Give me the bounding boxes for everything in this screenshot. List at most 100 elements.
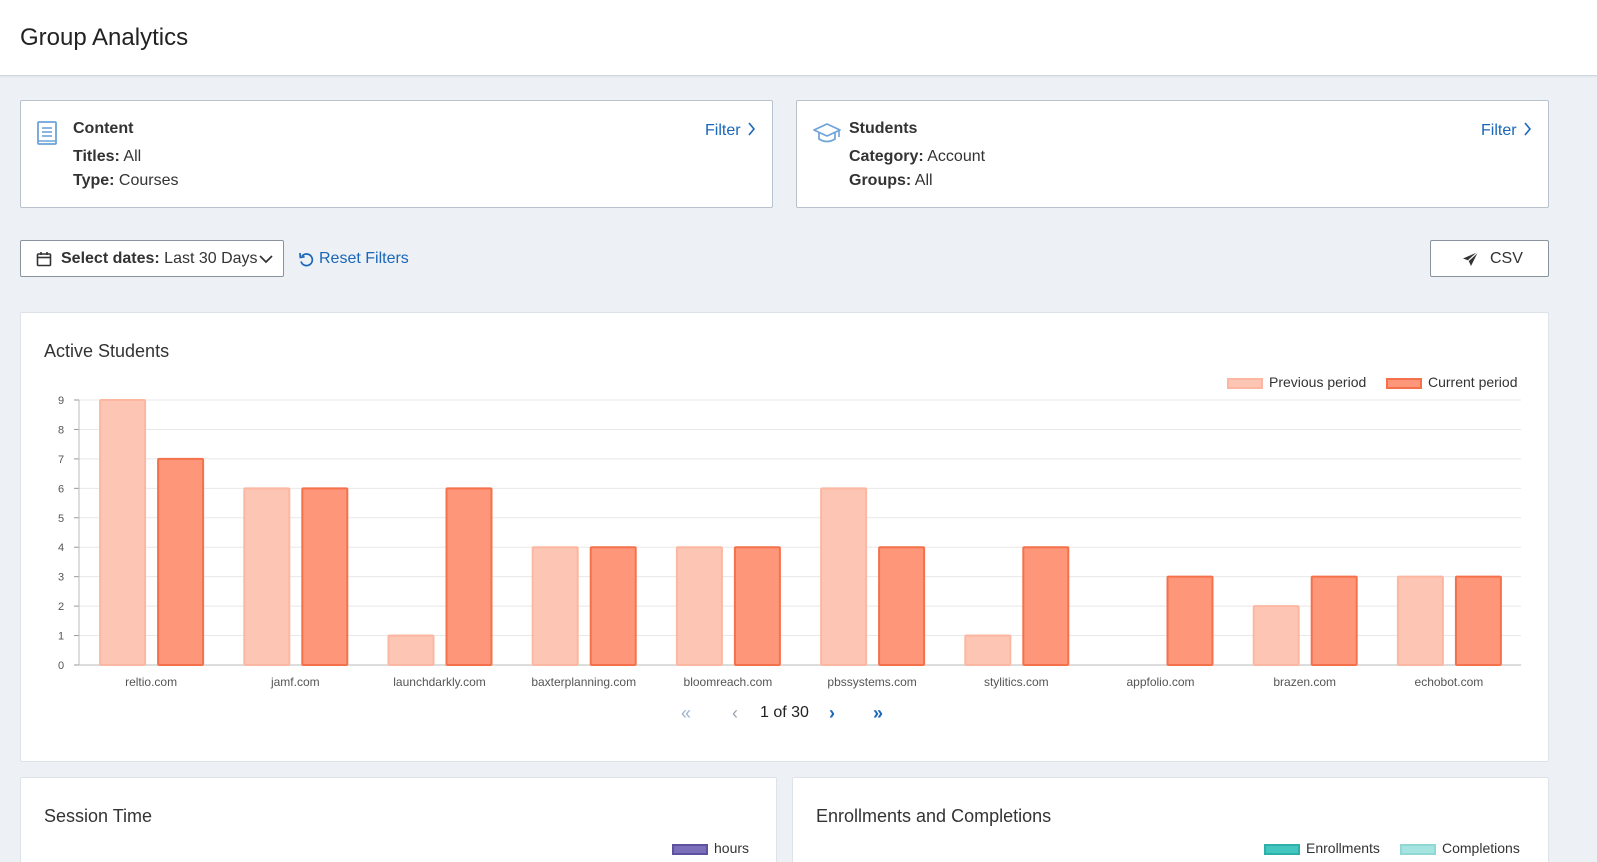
page-title: Group Analytics [20,24,189,51]
bar-previous-period [387,634,435,667]
y-tick-label: 2 [58,601,64,613]
page-indicator: 1 of 30 [760,704,809,722]
date-range-text: Select dates: Last 30 Days [61,250,258,268]
students-groups-row: Groups: All [849,172,933,190]
legend-completions: Completions [1400,840,1520,856]
legend-hours-label: hours [714,840,750,856]
bar-previous-period [1252,605,1300,667]
students-filter-label: Filter [1480,122,1517,139]
bar-current-period [1310,575,1358,667]
bar-current-period [878,546,926,667]
first-page-icon[interactable]: « [681,703,692,723]
graduation-cap-icon [813,123,841,143]
reset-icon [299,252,314,267]
category-label: Category: [849,148,924,165]
bar-previous-period [531,546,579,667]
legend-hours-swatch [672,843,708,855]
bar-current-period [157,457,205,666]
bar-current-period [1454,575,1502,667]
next-page-icon[interactable]: › [829,703,835,723]
titles-label: Titles: [73,148,120,165]
bar-current-period [733,546,781,667]
bar-current-period [589,546,637,667]
session-time-title: Session Time [44,806,153,826]
legend-current-swatch [1386,377,1422,389]
legend-enrollments-label: Enrollments [1306,840,1380,856]
chevron-right-icon [748,122,756,136]
titles-value: All [119,148,142,165]
bar-current-period [1022,546,1070,667]
x-tick-label: brazen.com [1273,675,1336,689]
bar-previous-period [99,399,147,666]
chart-pagination: « ‹ 1 of 30 › » [671,703,901,727]
page-current: 1 [760,704,769,721]
students-category-row: Category: Account [849,148,985,166]
chevron-down-icon [259,255,273,264]
csv-export-label: CSV [1490,250,1523,267]
type-label: Type: [73,172,115,189]
enrollments-panel: Enrollments and Completions Enrollments … [792,777,1549,862]
date-range-label: Select dates: [61,250,160,267]
reset-filters-label: Reset Filters [319,250,409,267]
bar-current-period [445,487,493,667]
x-tick-label: bloomreach.com [684,675,773,689]
y-tick-label: 9 [58,395,64,407]
page-total: 30 [791,704,809,721]
bar-previous-period [243,487,291,667]
x-tick-label: jamf.com [270,675,320,689]
book-icon [37,121,57,145]
bar-current-period [1166,575,1214,667]
y-tick-label: 5 [58,513,64,525]
students-filter-card: Students Category: Account Groups: All F… [796,100,1549,208]
content-filter-label: Filter [704,122,741,139]
bar-previous-period [1396,575,1444,667]
page-of: of [773,704,787,721]
legend-previous-label: Previous period [1269,374,1367,390]
x-tick-label: stylitics.com [984,675,1049,689]
last-page-icon[interactable]: » [873,703,884,723]
content-filter-card: Content Titles: All Type: Courses Filter [20,100,773,208]
calendar-icon [36,252,52,267]
prev-page-icon[interactable]: ‹ [732,703,738,723]
y-tick-label: 6 [58,483,64,495]
x-tick-label: pbssystems.com [827,675,916,689]
legend-current-period: Current period [1386,374,1518,390]
active-students-panel: Active Students Previous period Current … [20,312,1549,762]
x-tick-label: reltio.com [125,675,177,689]
y-tick-label: 3 [58,572,64,584]
legend-completions-label: Completions [1442,840,1520,856]
paper-plane-icon [1463,251,1479,266]
students-filter-title: Students [849,120,918,137]
students-filter-link[interactable]: Filter [1481,122,1532,140]
content-type-row: Type: Courses [73,172,179,190]
x-tick-label: appfolio.com [1126,675,1194,689]
legend-previous-swatch [1227,377,1263,389]
content-filter-link[interactable]: Filter [705,122,756,140]
active-students-title: Active Students [44,341,170,361]
bar-previous-period [964,634,1012,667]
date-range-dropdown[interactable]: Select dates: Last 30 Days [20,240,284,277]
y-tick-label: 7 [58,454,64,466]
x-tick-label: echobot.com [1415,675,1484,689]
enrollments-title: Enrollments and Completions [816,806,1052,826]
legend-previous-period: Previous period [1227,374,1366,390]
content-titles-row: Titles: All [73,148,141,166]
bar-previous-period [675,546,723,667]
groups-label: Groups: [849,172,912,189]
x-tick-label: baxterplanning.com [531,675,636,689]
legend-enrollments: Enrollments [1264,840,1380,856]
y-tick-label: 1 [58,631,64,643]
legend-hours: hours [672,840,749,856]
category-value: Account [923,148,986,165]
bar-current-period [301,487,349,667]
chevron-right-icon [1524,122,1532,136]
y-tick-label: 8 [58,424,64,436]
legend-current-label: Current period [1428,374,1518,390]
x-tick-label: launchdarkly.com [393,675,485,689]
active-students-chart: 0 1 2 3 4 5 6 7 8 9 reltio.com jamf.com launchdarkly… [58,395,1521,689]
header-bar: Group Analytics [0,0,1597,76]
session-time-panel: Session Time hours [20,777,777,862]
groups-value: All [911,172,933,189]
y-tick-label: 4 [58,542,64,554]
csv-export-button[interactable]: CSV [1430,240,1549,277]
